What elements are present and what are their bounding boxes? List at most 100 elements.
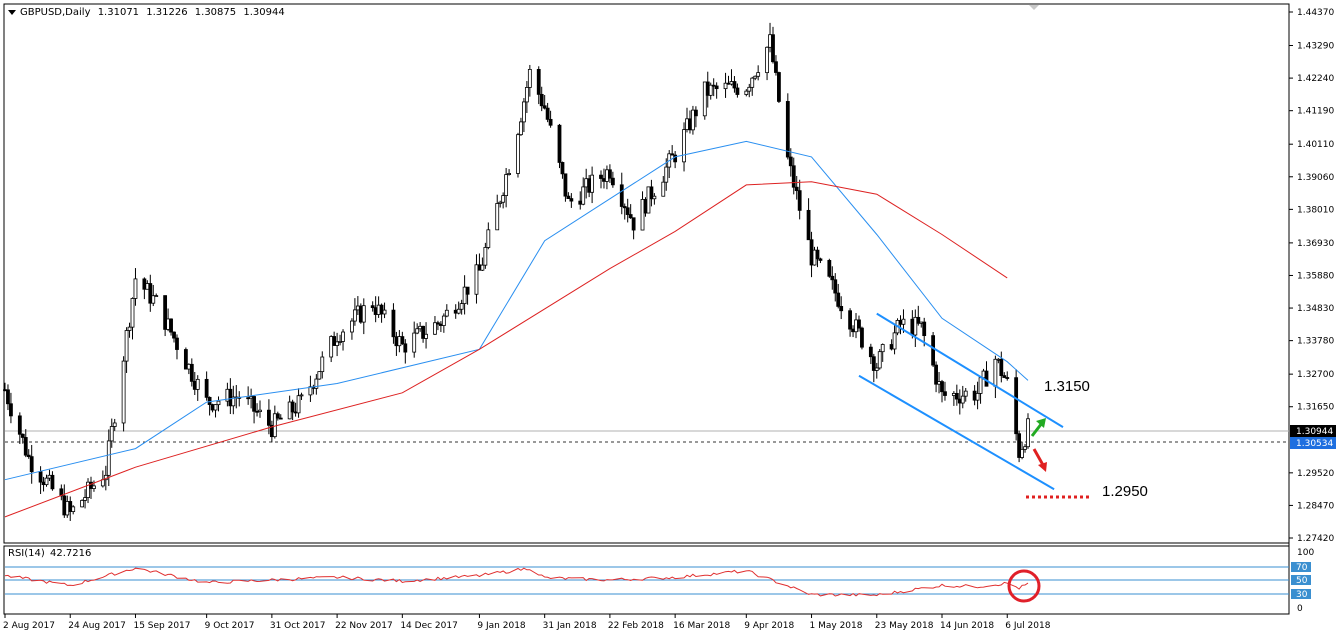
candle-body <box>130 298 135 328</box>
up-arrow-icon <box>1030 418 1046 437</box>
candle-body <box>352 309 357 322</box>
candle-body <box>628 214 633 219</box>
candle-body <box>516 134 520 174</box>
candle-body <box>317 371 322 380</box>
rsi-line <box>4 567 1029 597</box>
candle-body <box>1002 375 1007 378</box>
candle-body <box>542 105 547 109</box>
candle-body <box>83 497 87 501</box>
candle-body <box>791 165 796 188</box>
candle-body <box>536 68 541 95</box>
date-tick-label: 15 Sep 2017 <box>133 621 190 631</box>
candle-body <box>848 310 852 330</box>
candle-body <box>963 390 968 397</box>
candle-body <box>901 318 906 325</box>
candle-body <box>934 364 938 385</box>
chart-header[interactable]: GBPUSD,Daily 1.31071 1.31226 1.30875 1.3… <box>8 7 289 18</box>
candle-body <box>41 481 46 486</box>
candle-body <box>382 309 387 315</box>
candle-body <box>1020 448 1024 458</box>
candle-body <box>910 318 915 336</box>
price-panel[interactable] <box>3 3 1290 544</box>
scroll-marker-icon[interactable] <box>1029 5 1039 10</box>
candle-body <box>729 81 734 85</box>
candle-body <box>498 201 503 204</box>
date-tick-label: 24 Aug 2017 <box>68 621 126 631</box>
line-price-box <box>1290 437 1336 449</box>
date-tick-label: 14 Jun 2018 <box>940 621 994 631</box>
candle-body <box>587 178 592 193</box>
candle-body <box>702 81 707 117</box>
candle-body <box>960 395 965 404</box>
rsi-70-label: 70 <box>1296 563 1308 573</box>
candle-body <box>228 388 233 407</box>
candle-body <box>329 336 334 358</box>
candle-body <box>602 178 606 182</box>
candle-body <box>267 409 271 426</box>
candle-body <box>145 283 150 290</box>
candle-body <box>133 278 138 299</box>
candle-body <box>788 156 793 167</box>
candle-body <box>44 477 49 486</box>
candle-body <box>750 77 755 88</box>
candle-body <box>563 173 568 197</box>
price-tick-label: 1.39060 <box>1297 173 1334 183</box>
rsi-scale-top: 100 <box>1297 548 1314 558</box>
candle-body <box>6 389 10 405</box>
candle-body <box>735 87 740 95</box>
candle-body <box>436 322 440 325</box>
candle-body <box>210 404 215 411</box>
candle-body <box>189 363 194 382</box>
candle-body <box>839 305 844 312</box>
candle-body <box>80 499 84 508</box>
candle-body <box>92 485 96 489</box>
candle-body <box>975 393 980 401</box>
candle-body <box>557 124 562 163</box>
date-tick-label: 14 Dec 2017 <box>400 621 458 631</box>
date-tick-label: 16 Mar 2018 <box>673 621 730 631</box>
candle-body <box>922 321 927 337</box>
candle-body <box>89 481 93 489</box>
candle-body <box>566 195 571 199</box>
candle-body <box>207 396 212 405</box>
candle-body <box>673 154 678 163</box>
candle-body <box>358 305 363 323</box>
rsi-highlight-circle <box>1007 569 1041 603</box>
candle-body <box>830 275 835 281</box>
candle-body <box>62 495 67 516</box>
candle-body <box>495 203 500 231</box>
candle-body <box>486 229 491 248</box>
candle-body <box>412 332 417 353</box>
date-tick-label: 1 May 2018 <box>810 621 863 631</box>
candle-body <box>112 422 117 427</box>
price-tick-label: 1.35880 <box>1297 271 1334 281</box>
candle-body <box>978 377 983 394</box>
candle-body <box>278 417 283 420</box>
candle-body <box>355 305 360 311</box>
close-value: 1.30944 <box>243 7 285 18</box>
candle-body <box>771 34 775 63</box>
date-tick-label: 22 Feb 2018 <box>608 621 664 631</box>
candle-body <box>20 433 25 438</box>
candle-body <box>373 307 378 315</box>
candle-body <box>954 392 959 400</box>
dropdown-triangle-icon[interactable] <box>8 9 16 15</box>
rsi-30-label: 30 <box>1296 590 1308 600</box>
price-tick-label: 1.43290 <box>1297 42 1334 52</box>
candle-body <box>854 319 858 333</box>
price-tick-label: 1.41190 <box>1297 107 1334 117</box>
rsi-scale-bottom: 0 <box>1297 604 1303 614</box>
candle-body <box>913 316 918 336</box>
candle-body <box>1026 418 1030 448</box>
candle-body <box>249 396 254 399</box>
date-tick-label: 9 Apr 2018 <box>744 621 794 631</box>
candle-body <box>548 118 553 126</box>
candle-body <box>560 162 565 175</box>
candle-body <box>608 169 612 179</box>
candle-body <box>121 360 126 424</box>
price-tick-label: 1.29520 <box>1297 469 1334 479</box>
date-tick-label: 9 Oct 2017 <box>205 621 255 631</box>
candle-body <box>296 395 301 414</box>
candle-body <box>806 209 811 241</box>
